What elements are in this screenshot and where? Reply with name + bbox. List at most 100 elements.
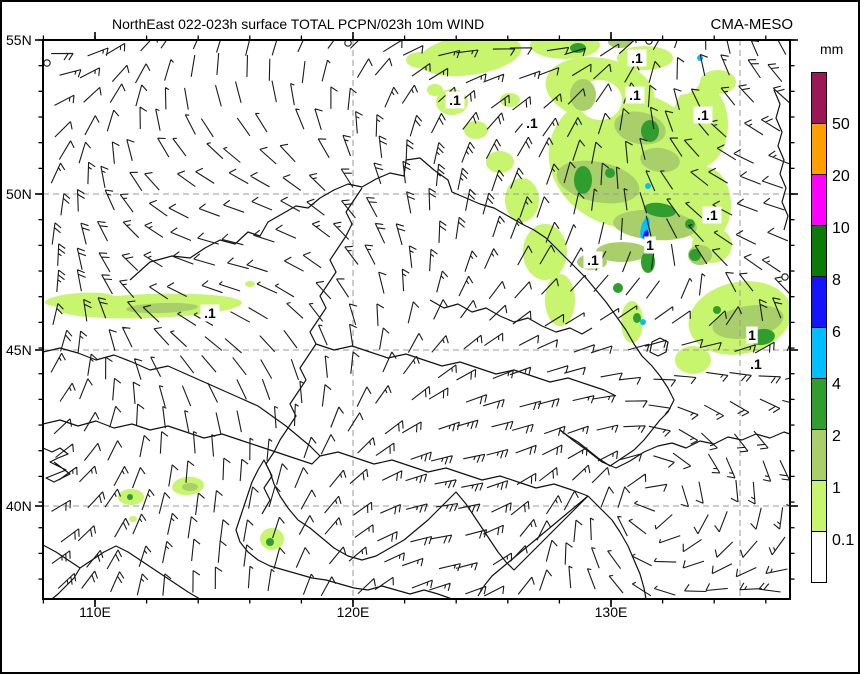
map-border-line: [43, 419, 321, 465]
contour-label: .1: [629, 87, 641, 103]
precip-area: [640, 319, 646, 325]
calm-wind-circle: [344, 40, 352, 47]
lat-label: 45N: [6, 342, 32, 358]
contour-label-mask: [746, 326, 758, 344]
contour-label: .1: [750, 356, 762, 372]
colorbar-tick-label: 0.1: [832, 532, 855, 549]
precip-area: [700, 70, 736, 94]
precip-area: [675, 346, 711, 374]
contour-label: .1: [706, 207, 718, 223]
precip-area: [633, 313, 641, 323]
map-border-line: [261, 187, 363, 515]
precip-area: [505, 178, 539, 222]
colorbar-tick-label: 20: [832, 168, 850, 185]
colorbar-segment: [811, 225, 827, 277]
map-border-line: [43, 447, 71, 483]
precip-area: [645, 183, 651, 189]
precip-area: [245, 281, 255, 287]
lat-label: 55N: [6, 32, 32, 48]
precip-area: [621, 301, 643, 343]
contour-label: 1: [748, 327, 756, 343]
map-border-line: [773, 89, 789, 231]
map-border-line: [43, 347, 321, 457]
precip-area: [427, 84, 443, 96]
precip-area: [545, 274, 575, 326]
contour-label: 1: [646, 237, 654, 253]
precip-area: [266, 538, 274, 546]
lat-label: 40N: [6, 498, 32, 514]
precip-area: [689, 249, 701, 261]
colorbar-segment: [811, 123, 827, 175]
precip-area: [45, 292, 115, 308]
colorbar-tick-label: 8: [832, 272, 841, 289]
calm-wind-circle: [43, 59, 51, 67]
precip-area: [641, 120, 659, 142]
wind-barbs: [50, 40, 790, 597]
valid-time-text: 2026041220(UTC) 2026041304(CST): [716, 632, 857, 674]
map-border-line: [559, 429, 790, 469]
precip-area: [464, 121, 488, 139]
colorbar-tick-label: 50: [832, 116, 850, 133]
page-title: NorthEast 022-023h surface TOTAL PCPN/02…: [112, 16, 485, 32]
colorbar-segment: [811, 531, 827, 583]
precip-area: [613, 283, 623, 293]
precip-area: [685, 219, 695, 229]
contour-label-mask: [644, 236, 656, 254]
map-border-line: [429, 299, 593, 335]
precip-area: [644, 202, 676, 218]
precip-area: [640, 147, 680, 173]
map-border-line: [297, 491, 589, 571]
colorbar-segment: [811, 174, 827, 226]
map-border-line: [477, 495, 589, 597]
contour-label-mask: [625, 86, 645, 104]
map-border-line: [559, 375, 675, 467]
contour-label: .1: [526, 115, 538, 131]
map-border-line: [235, 459, 369, 591]
colorbar-segment: [811, 429, 827, 481]
colorbar-tick-label: 6: [832, 324, 841, 341]
contour-label: .1: [204, 305, 216, 321]
contour-label-mask: [445, 91, 465, 109]
map-layers: .1 .1 .1 .1 .1 .1 .1 .1 .1 1 1: [43, 40, 790, 599]
map-border-line: [367, 585, 453, 599]
contour-label-mask: [627, 49, 647, 67]
precip-area: [605, 168, 615, 178]
contour-label-mask: [200, 304, 220, 322]
axis-ticks: [35, 32, 798, 607]
precip-area: [418, 40, 522, 77]
map-border-line: [649, 337, 669, 357]
contour-label: .1: [449, 92, 461, 108]
precip-area: [406, 52, 434, 68]
colorbar-segment: [811, 378, 827, 430]
contour-label-mask: [693, 106, 713, 124]
map-border-line: [79, 545, 201, 599]
model-label: CMA-MESO: [710, 16, 794, 33]
contour-label-mask: [583, 251, 603, 269]
init-time-text: 2026041121+23h 2026041205+23h: [4, 632, 137, 674]
map-border-line: [587, 495, 647, 599]
contour-label: .1: [697, 107, 709, 123]
colorbar-segment: [811, 276, 827, 328]
colorbar-tick-label: 10: [832, 220, 850, 237]
map-border-line: [129, 157, 661, 377]
precip-area: [126, 302, 198, 314]
precip-area: [656, 65, 700, 95]
map-border-line: [319, 451, 589, 497]
precip-area: [608, 40, 632, 48]
contour-label-mask: [702, 206, 722, 224]
precip-area: [596, 242, 648, 262]
lon-label: 110E: [79, 604, 111, 620]
colorbar-tick-label: 1: [832, 480, 841, 497]
precip-area: [570, 79, 596, 111]
contour-label: .1: [631, 50, 643, 66]
precip-area: [574, 166, 592, 194]
lon-label: 120E: [336, 604, 370, 620]
precip-area: [129, 516, 137, 522]
map-border-line: [43, 544, 81, 599]
colorbar-unit-label: mm: [820, 41, 844, 57]
precip-area: [127, 494, 133, 500]
colorbar-segment: [811, 480, 827, 532]
precip-area: [486, 151, 514, 173]
precip-area: [713, 306, 721, 314]
